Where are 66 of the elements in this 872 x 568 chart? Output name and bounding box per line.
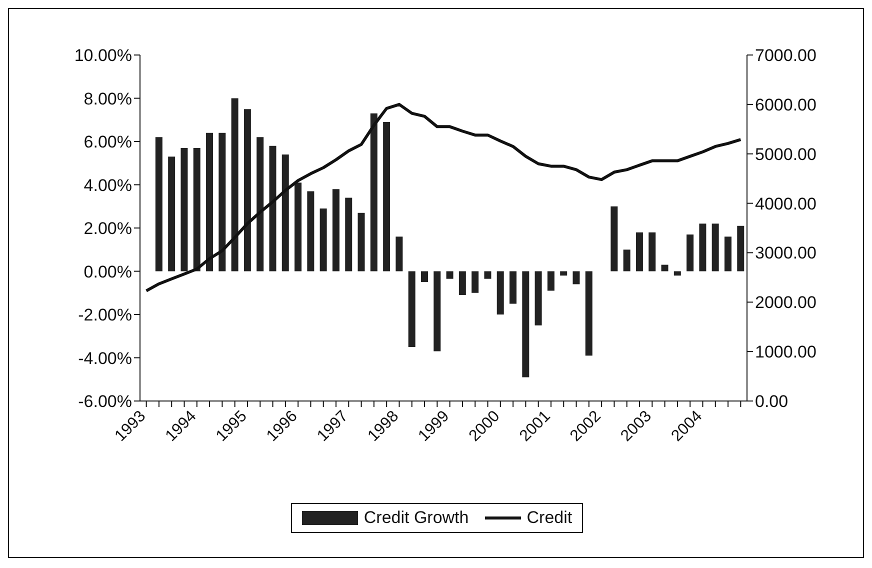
bar <box>193 148 200 272</box>
bar <box>724 236 732 272</box>
y2-tick-label: 4000.00 <box>755 194 816 214</box>
bar <box>218 132 226 272</box>
bar <box>446 271 454 279</box>
bar <box>434 271 441 352</box>
y2-tick-label: 7000.00 <box>755 46 816 66</box>
y-tick-label: 0.00% <box>84 262 132 282</box>
bar <box>522 271 530 378</box>
y2-tick-label: 3000.00 <box>755 244 816 263</box>
bar <box>610 206 618 272</box>
y-tick-label: 4.00% <box>84 176 132 195</box>
y-tick-label: 8.00% <box>84 89 132 108</box>
bar <box>231 98 238 272</box>
bar <box>534 271 542 326</box>
bar <box>345 198 352 272</box>
bar <box>547 271 554 291</box>
bar <box>155 137 162 272</box>
bar <box>661 264 668 272</box>
bar <box>168 156 176 272</box>
bar <box>458 271 466 296</box>
bar <box>472 271 479 293</box>
bar <box>269 146 276 272</box>
bar <box>383 122 390 272</box>
bar <box>572 271 580 284</box>
bar <box>510 271 517 304</box>
bar <box>560 271 568 276</box>
bar <box>585 271 592 356</box>
bar <box>686 234 694 272</box>
bar <box>358 212 365 272</box>
bar <box>294 182 302 272</box>
bar <box>648 232 656 272</box>
y2-tick-label: 6000.00 <box>755 95 816 114</box>
y-tick-label: -2.00% <box>78 306 132 325</box>
bar <box>320 208 327 272</box>
bar <box>180 148 188 272</box>
bar <box>206 132 214 272</box>
bar <box>370 113 378 272</box>
bar <box>307 191 314 272</box>
bar <box>496 271 504 314</box>
bar <box>396 236 403 272</box>
bar <box>712 224 719 272</box>
bar <box>408 271 416 347</box>
y-tick-label: -4.00% <box>78 348 132 368</box>
bar <box>699 224 706 272</box>
bar <box>636 232 643 272</box>
bar <box>420 271 428 282</box>
bar <box>674 271 681 276</box>
y-tick-label: -6.00% <box>78 392 132 412</box>
y-tick-label: 2.00% <box>84 219 132 238</box>
y2-tick-label: 1000.00 <box>755 342 816 362</box>
bar <box>623 250 630 272</box>
y2-tick-label: 5000.00 <box>755 144 816 164</box>
legend-label: Credit <box>526 508 572 528</box>
bar <box>737 226 744 272</box>
y2-tick-label: 2000.00 <box>755 293 816 312</box>
bar <box>256 137 264 272</box>
line-series <box>144 102 742 292</box>
bar <box>484 271 492 279</box>
y-tick-label: 6.00% <box>84 132 132 152</box>
bar <box>282 154 289 272</box>
y-tick-label: 10.00% <box>74 46 132 66</box>
legend-label: Credit Growth <box>364 508 469 528</box>
bar <box>244 109 251 272</box>
bar <box>332 189 340 272</box>
y2-tick-label: 0.00 <box>755 392 788 412</box>
